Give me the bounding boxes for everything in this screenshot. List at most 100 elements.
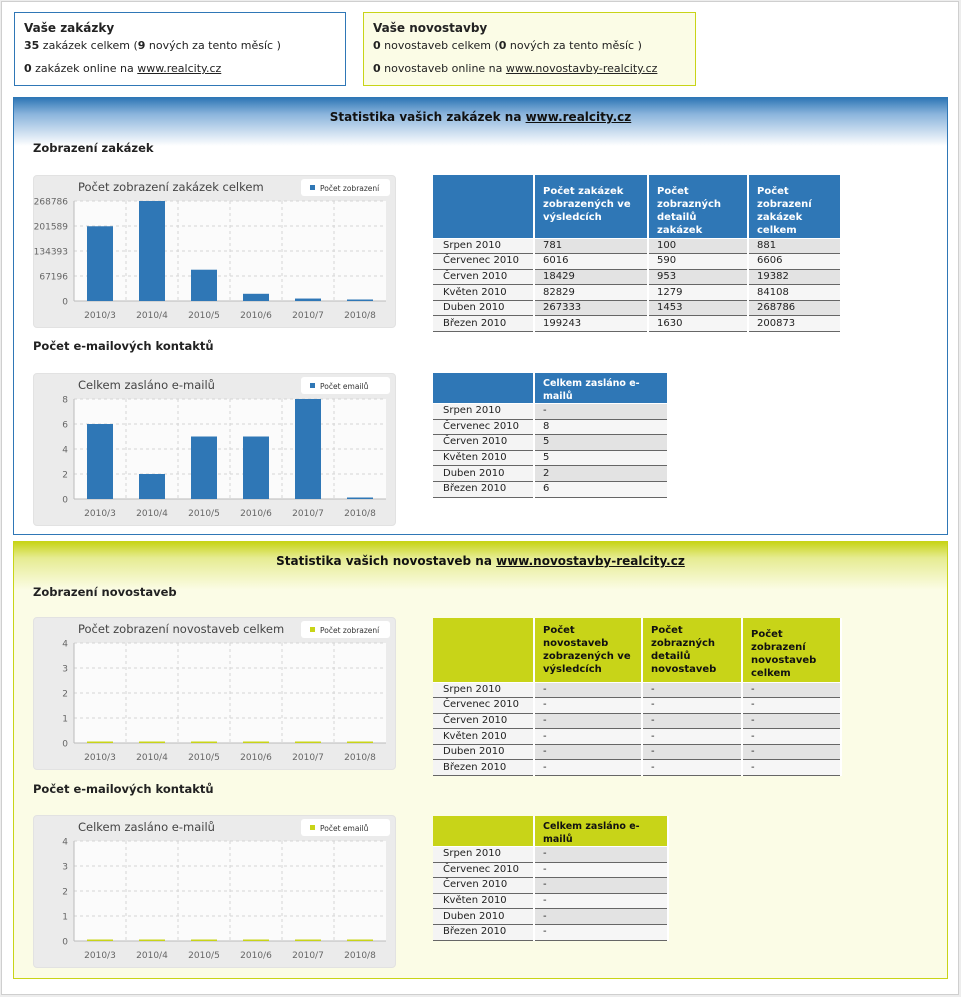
x-tick-label: 2010/3 xyxy=(84,311,116,321)
orders-views-heading: Zobrazení zakázek xyxy=(33,141,154,155)
table-row: Březen 2010 199243 1630 200873 xyxy=(433,315,842,333)
table-cell: Březen 2010 xyxy=(433,481,535,498)
newbuilds-emails-heading: Počet e-mailových kontaktů xyxy=(33,782,214,796)
table-cell: 6016 xyxy=(534,253,649,270)
table-cell: - xyxy=(534,908,669,925)
newbuilds-online-line: 0 novostaveb online na www.novostavby-re… xyxy=(373,62,686,76)
novostavby-link[interactable]: www.novostavby-realcity.cz xyxy=(505,62,658,75)
table-header-cell: Počet zobrazných detailů zakázek xyxy=(648,175,749,238)
legend-swatch xyxy=(310,383,315,388)
orders-stats-section: Statistika vašich zakázek na www.realcit… xyxy=(13,97,948,535)
orders-total-count: 35 xyxy=(24,39,40,52)
table-cell: Červen 2010 xyxy=(433,434,535,451)
bar xyxy=(139,201,165,301)
x-tick-label: 2010/5 xyxy=(188,951,220,961)
y-tick-label: 67196 xyxy=(39,273,68,283)
x-tick-label: 2010/7 xyxy=(292,951,324,961)
bar xyxy=(87,939,113,941)
realcity-link[interactable]: www.realcity.cz xyxy=(137,62,222,75)
table-cell: - xyxy=(642,713,743,730)
newbuilds-emails-chart: Celkem zasláno e-mailů Počet emailů 0 1 2 3 4 2… xyxy=(33,815,396,968)
table-cell: - xyxy=(742,759,842,777)
table-cell: - xyxy=(742,744,842,761)
y-tick-label: 2 xyxy=(62,690,68,700)
table-header-cell: Počet zobrazných detailů novostaveb xyxy=(642,618,743,682)
legend-label: Počet zobrazení xyxy=(320,184,380,193)
newbuilds-section-title-prefix: Statistika vašich novostaveb na xyxy=(276,554,497,568)
bar xyxy=(87,741,113,743)
table-cell: Březen 2010 xyxy=(433,315,535,333)
newbuilds-total-count: 0 xyxy=(373,39,381,52)
x-tick-label: 2010/7 xyxy=(292,753,324,763)
orders-total-line: 35 zakázek celkem (9 nových za tento měs… xyxy=(24,39,336,53)
bar xyxy=(87,226,113,301)
orders-emails-heading: Počet e-mailových kontaktů xyxy=(33,339,214,353)
table-cell: Červen 2010 xyxy=(433,713,535,730)
table-cell: - xyxy=(534,403,669,420)
chart-title: Počet zobrazení zakázek celkem xyxy=(78,180,264,194)
table-header-cell xyxy=(433,373,535,404)
table-row: Duben 2010- - - xyxy=(433,744,842,761)
bar xyxy=(243,741,269,743)
table-cell: 1630 xyxy=(648,315,749,333)
legend-label: Počet emailů xyxy=(320,824,369,833)
table-header-cell: Celkem zasláno e-mailů xyxy=(534,373,669,404)
table-cell: Červenec 2010 xyxy=(433,862,535,879)
y-tick-label: 8 xyxy=(62,396,68,406)
newbuilds-section-title-link[interactable]: www.novostavby-realcity.cz xyxy=(496,554,685,568)
table-cell: Červenec 2010 xyxy=(433,419,535,436)
table-cell: 881 xyxy=(748,237,842,255)
orders-online-count: 0 xyxy=(24,62,32,75)
table-cell: Červen 2010 xyxy=(433,877,535,894)
table-row: Březen 2010- xyxy=(433,924,669,941)
orders-section-title-link[interactable]: www.realcity.cz xyxy=(525,110,632,124)
y-tick-label: 2 xyxy=(62,888,68,898)
table-cell: - xyxy=(534,846,669,863)
y-tick-label: 2 xyxy=(62,471,68,481)
table-cell: - xyxy=(742,697,842,714)
bar xyxy=(139,474,165,499)
table-cell: 781 xyxy=(534,237,649,255)
newbuilds-emails-table: Celkem zasláno e-mailů Srpen 2010- Červe… xyxy=(433,816,669,941)
x-tick-label: 2010/6 xyxy=(240,753,272,763)
table-cell: 100 xyxy=(648,237,749,255)
table-cell: 2 xyxy=(534,465,669,482)
newbuilds-total-text-a: novostaveb celkem ( xyxy=(380,39,499,52)
table-cell: - xyxy=(534,759,643,777)
y-tick-label: 4 xyxy=(62,640,68,650)
table-cell: - xyxy=(534,924,669,941)
table-header-row: Počet novostaveb zobrazených ve výsledcí… xyxy=(433,618,842,682)
bar xyxy=(295,741,321,743)
newbuilds-summary-box: Vaše novostavby 0 novostaveb celkem (0 n… xyxy=(363,12,696,86)
table-cell: 953 xyxy=(648,269,749,286)
bar xyxy=(139,939,165,941)
table-cell: - xyxy=(642,697,743,714)
table-header-cell: Počet zakázek zobrazených ve výsledcích xyxy=(534,175,649,238)
legend-swatch xyxy=(310,185,315,190)
table-row: Květen 2010- xyxy=(433,893,669,910)
orders-views-table: Počet zakázek zobrazených ve výsledcích … xyxy=(433,175,842,333)
y-tick-label: 4 xyxy=(62,446,68,456)
newbuilds-online-text: novostaveb online na xyxy=(380,62,506,75)
table-cell: Srpen 2010 xyxy=(433,403,535,420)
table-row: Červen 2010- - - xyxy=(433,713,842,730)
table-cell: Květen 2010 xyxy=(433,284,535,301)
x-tick-label: 2010/6 xyxy=(240,509,272,519)
newbuilds-section-title: Statistika vašich novostaveb na www.novo… xyxy=(14,554,947,568)
table-row: Červen 2010- xyxy=(433,877,669,894)
x-tick-label: 2010/5 xyxy=(188,311,220,321)
table-row: Červenec 2010- - - xyxy=(433,697,842,714)
orders-summary-box: Vaše zakázky 35 zakázek celkem (9 nových… xyxy=(14,12,346,86)
orders-emails-table: Celkem zasláno e-mailů Srpen 2010- Červe… xyxy=(433,373,669,498)
table-cell: Srpen 2010 xyxy=(433,237,535,255)
orders-views-chart: Počet zobrazení zakázek celkem Počet zobr… xyxy=(33,175,396,328)
table-cell: Červenec 2010 xyxy=(433,697,535,714)
table-cell: 200873 xyxy=(748,315,842,333)
y-tick-label: 268786 xyxy=(34,198,68,208)
x-tick-label: 2010/7 xyxy=(292,311,324,321)
x-tick-label: 2010/4 xyxy=(136,951,168,961)
table-cell: - xyxy=(534,893,669,910)
legend-box xyxy=(301,819,390,836)
table-cell: - xyxy=(534,728,643,745)
table-cell: 82829 xyxy=(534,284,649,301)
